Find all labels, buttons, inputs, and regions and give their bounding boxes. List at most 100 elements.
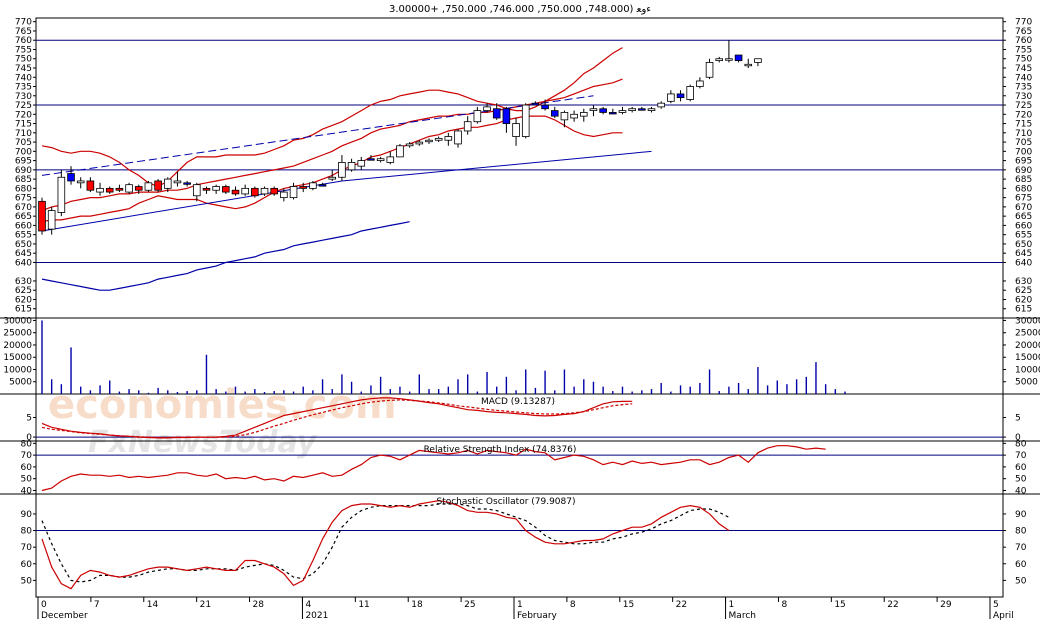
candle-body	[551, 111, 558, 117]
candle-body	[87, 181, 94, 190]
stochastic-axis-tick-label-right: 50	[1015, 576, 1027, 586]
candle-body	[484, 107, 491, 111]
chart-title: 3.00000+ ,750.000 ,746.000 ,750.000 ,748…	[389, 4, 651, 15]
candle-body	[242, 188, 249, 194]
x-tick-label: 8	[570, 600, 576, 610]
candle-body	[658, 103, 665, 107]
rsi-axis-tick-label-right: 40	[1015, 486, 1027, 496]
candle-body	[571, 114, 578, 118]
month-label: 2021	[305, 611, 328, 620]
rsi-axis-tick-label-left: 40	[21, 486, 33, 496]
stochastic-axis-tick-label-right: 80	[1015, 527, 1027, 537]
candle-body	[445, 137, 452, 141]
volume-axis-tick-label-right: 10000	[1015, 365, 1040, 375]
candle-body	[474, 111, 481, 122]
candle-body	[426, 140, 433, 142]
rsi-axis-tick-label-right: 50	[1015, 475, 1027, 485]
candle-body	[97, 188, 104, 192]
candle-body	[39, 201, 46, 231]
candle-body	[580, 112, 587, 116]
candle-body	[174, 181, 181, 183]
stochastic-axis-tick-label-right: 90	[1015, 510, 1027, 520]
candle-body	[155, 181, 162, 190]
candle-body	[387, 157, 394, 163]
candle-body	[116, 188, 123, 190]
x-tick-label: 5	[993, 600, 999, 610]
candle-body	[251, 188, 258, 195]
candle-body	[193, 185, 200, 196]
candle-body	[48, 211, 55, 230]
candle-body	[542, 105, 549, 109]
stochastic-axis-tick-label-left: 60	[21, 560, 33, 570]
volume-axis-tick-label-left: 10000	[3, 365, 32, 375]
candle-body	[600, 109, 607, 113]
candle-body	[609, 112, 616, 114]
stochastic-axis-tick-label-right: 70	[1015, 543, 1027, 553]
month-label: December	[41, 611, 88, 620]
candle-body	[77, 181, 84, 183]
candle-body	[300, 187, 307, 189]
rsi-axis-tick-label-left: 70	[21, 451, 33, 461]
stochastic-axis-tick-label-left: 90	[21, 510, 33, 520]
price-axis-tick-label-left: 615	[15, 305, 32, 315]
x-tick-label: 15	[623, 600, 634, 610]
rsi-axis-tick-label-right: 80	[1015, 439, 1027, 449]
candle-body	[203, 188, 210, 190]
price-axis-tick-label-right: 615	[1015, 305, 1032, 315]
candle-body	[280, 192, 287, 198]
x-tick-label: 1	[517, 600, 523, 610]
candle-body	[455, 131, 462, 144]
candle-body	[629, 109, 636, 111]
candle-body	[348, 162, 355, 169]
macd-axis-tick-label-right: 5	[1015, 414, 1021, 424]
rsi-label: Relative Strength Index (74.8376)	[424, 445, 577, 455]
volume-axis-tick-label-right: 15000	[1015, 353, 1040, 363]
volume-axis-tick-label-right: 20000	[1015, 341, 1040, 351]
rsi-axis-tick-label-left: 80	[21, 439, 33, 449]
candle-body	[261, 188, 268, 194]
candle-body	[513, 124, 520, 137]
candle-body	[522, 105, 529, 136]
candle-body	[358, 161, 365, 167]
macd-axis-tick-label-left: 5	[26, 414, 32, 424]
candle-body	[290, 187, 297, 198]
candle-body	[745, 64, 752, 66]
candle-body	[319, 185, 326, 187]
x-tick-label: 7	[94, 600, 100, 610]
month-label: February	[517, 611, 558, 620]
rsi-axis-tick-label-right: 70	[1015, 451, 1027, 461]
candle-body	[648, 109, 655, 111]
macd-label: MACD (9.13287)	[481, 397, 555, 407]
candle-body	[135, 187, 142, 191]
candle-body	[503, 109, 510, 124]
x-tick-label: 14	[147, 600, 159, 610]
x-tick-label: 0	[41, 600, 47, 610]
candle-body	[755, 59, 762, 63]
rsi-axis-tick-label-left: 50	[21, 475, 33, 485]
volume-axis-tick-label-left: 25000	[3, 329, 32, 339]
x-tick-label: 4	[305, 600, 311, 610]
volume-axis-tick-label-right: 30000	[1015, 316, 1040, 326]
x-tick-label: 8	[781, 600, 787, 610]
x-tick-label: 18	[411, 600, 423, 610]
candle-body	[667, 94, 674, 101]
candle-body	[310, 183, 317, 189]
candle-body	[561, 112, 568, 119]
price-axis-tick-label-right: 640	[1015, 258, 1032, 268]
candle-body	[329, 177, 336, 179]
candle-body	[416, 142, 423, 144]
x-tick-label: 21	[200, 600, 211, 610]
x-tick-label: 28	[253, 600, 265, 610]
candle-body	[339, 162, 346, 177]
volume-axis-tick-label-right: 25000	[1015, 329, 1040, 339]
candle-body	[184, 183, 191, 185]
candle-body	[464, 122, 471, 131]
x-tick-label: 15	[834, 600, 845, 610]
stochastic-axis-tick-label-left: 80	[21, 527, 33, 537]
candle-body	[58, 177, 65, 212]
candle-body	[706, 62, 713, 77]
stochastic-axis-tick-label-left: 50	[21, 576, 33, 586]
candle-body	[397, 146, 404, 157]
candle-body	[638, 109, 645, 111]
stochastic-axis-tick-label-left: 70	[21, 543, 33, 553]
